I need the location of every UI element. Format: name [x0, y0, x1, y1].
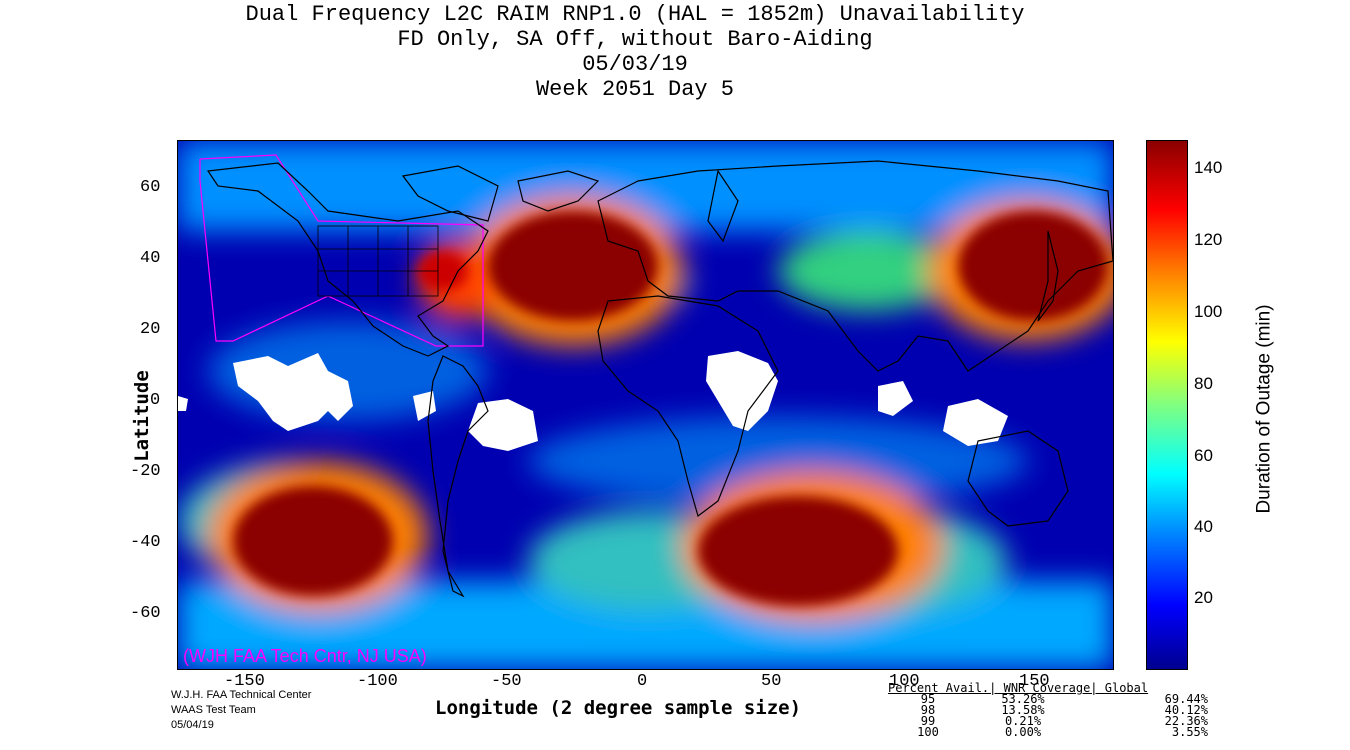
stats-header: Percent Avail.| WNR Coverage| Global [888, 681, 1149, 695]
colorbar-tick: 80 [1194, 374, 1213, 393]
lat-tick: -20 [130, 462, 161, 481]
title-line-4: Week 2051 Day 5 [535, 77, 735, 102]
lon-tick: 50 [761, 672, 782, 691]
title-line-1: Dual Frequency L2C RAIM RNP1.0 (HAL = 18… [245, 2, 1025, 27]
stats-table: Percent Avail.| WNR Coverage| Global 95 5… [888, 681, 1208, 739]
lat-tick: 40 [140, 249, 161, 268]
lat-tick: -40 [130, 533, 161, 552]
colorbar [1146, 140, 1188, 670]
footer-line: 05/04/19 [171, 719, 214, 731]
colorbar-tick: 100 [1194, 302, 1223, 321]
lat-tick: 20 [140, 320, 161, 339]
lon-tick: 100 [889, 672, 920, 691]
map-plot [177, 140, 1114, 670]
colorbar-label: Duration of Outage (min) [1253, 304, 1275, 514]
stats-row: 98 13.58% 40.12% [920, 703, 1208, 717]
credit-text: (WJH FAA Tech Cntr, NJ USA) [183, 646, 427, 666]
colorbar-tick: 40 [1194, 517, 1213, 536]
coastlines [206, 160, 1113, 598]
longitude-axis-label: Longitude (2 degree sample size) [435, 697, 802, 719]
stats-row: 95 53.26% 69.44% [920, 692, 1208, 706]
footer-line: WAAS Test Team [171, 704, 256, 716]
title-line-3: 05/03/19 [582, 52, 688, 77]
lat-tick: 60 [140, 178, 161, 197]
no-data-patches [178, 351, 1008, 451]
lat-tick: -60 [130, 604, 161, 623]
colorbar-tick: 120 [1194, 230, 1223, 249]
map-svg [178, 141, 1113, 669]
lon-tick: -150 [224, 672, 265, 691]
colorbar-tick: 60 [1194, 446, 1213, 465]
footer-line: W.J.H. FAA Technical Center [171, 689, 312, 701]
lat-tick: 0 [150, 391, 161, 410]
stats-row: 100 0.00% 3.55% [917, 725, 1208, 739]
footer: W.J.H. FAA Technical Center WAAS Test Te… [171, 688, 311, 733]
colorbar-tick: 140 [1194, 158, 1223, 177]
lon-tick: 150 [1019, 672, 1050, 691]
lon-tick: -50 [491, 672, 522, 691]
us-states [317, 225, 439, 297]
lon-tick: -100 [357, 672, 398, 691]
colorbar-tick: 20 [1194, 588, 1213, 607]
title-line-2: FD Only, SA Off, without Baro-Aiding [397, 27, 873, 52]
lon-tick: 0 [637, 672, 648, 691]
stats-row: 99 0.21% 22.36% [920, 714, 1208, 728]
latitude-axis-label: Latitude [130, 370, 153, 462]
outage-cores [233, 211, 1108, 606]
wnr-boundary [199, 154, 484, 347]
